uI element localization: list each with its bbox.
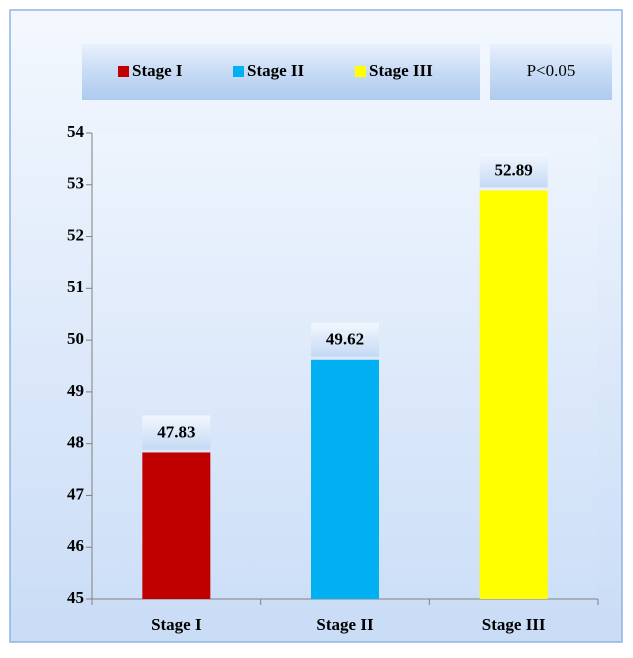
x-tick-label: Stage II bbox=[316, 615, 374, 634]
value-label-box bbox=[142, 415, 211, 450]
y-tick-label: 46 bbox=[67, 536, 84, 555]
value-label: 49.62 bbox=[326, 330, 364, 349]
legend-swatch bbox=[118, 66, 129, 77]
annotation-box bbox=[490, 44, 612, 100]
x-tick-label: Stage I bbox=[151, 615, 202, 634]
bar bbox=[479, 190, 548, 599]
legend-swatch bbox=[233, 66, 244, 77]
y-tick-label: 50 bbox=[67, 329, 84, 348]
y-tick-label: 49 bbox=[67, 381, 84, 400]
value-label: 47.83 bbox=[157, 422, 195, 441]
legend-label: Stage III bbox=[369, 61, 433, 80]
value-label-box bbox=[479, 153, 548, 188]
y-tick-label: 51 bbox=[67, 277, 84, 296]
y-tick-label: 54 bbox=[67, 122, 85, 141]
legend-label: Stage II bbox=[247, 61, 305, 80]
x-tick-label: Stage III bbox=[482, 615, 546, 634]
bar bbox=[311, 359, 379, 599]
y-tick-label: 47 bbox=[67, 484, 85, 503]
legend-swatch bbox=[355, 66, 366, 77]
y-tick-label: 48 bbox=[67, 433, 84, 452]
value-label: 52.89 bbox=[495, 160, 533, 179]
legend-label: Stage I bbox=[132, 61, 183, 80]
y-tick-label: 45 bbox=[67, 588, 84, 607]
y-tick-label: 52 bbox=[67, 225, 84, 244]
y-tick-label: 53 bbox=[67, 174, 84, 193]
legend-box bbox=[82, 44, 480, 100]
annotation: P<0.05 bbox=[527, 61, 576, 80]
bar bbox=[142, 452, 211, 599]
value-label-box bbox=[311, 322, 379, 357]
